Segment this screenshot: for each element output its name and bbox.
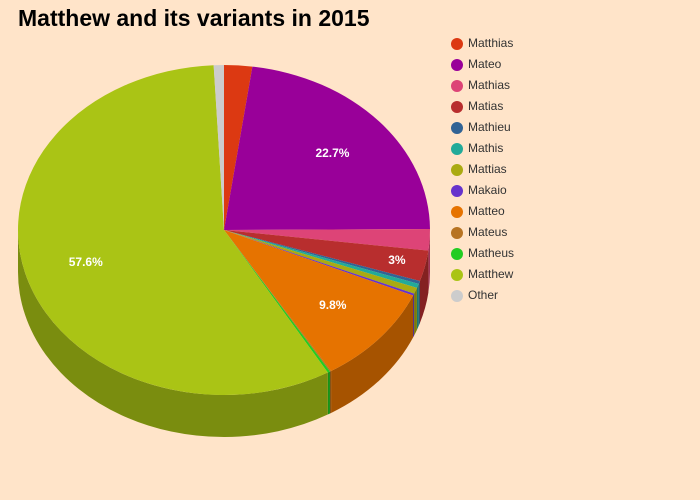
legend-swatch [451,206,463,218]
slice-side [414,287,417,336]
pie-slice [224,230,330,373]
pie-slice [224,65,253,230]
pie-slice [213,65,224,230]
slice-side [413,293,415,338]
pie-slice [224,230,415,296]
value-label: 57.6% [69,255,103,269]
legend-label: Makaio [468,183,507,197]
legend-label: Matthias [468,36,513,50]
legend-label: Mateo [468,57,502,71]
value-labels: 22.7% 3% 9.8% 57.6% [69,146,406,312]
value-label: 9.8% [319,298,347,312]
legend-swatch [451,80,463,92]
pie-slice [224,230,420,284]
legend-swatch [451,248,463,260]
pie-slice [224,230,419,288]
legend-swatch [451,164,463,176]
value-label: 3% [388,253,406,267]
slice-side [419,250,429,323]
legend-swatch [451,269,463,281]
pie-top [17,65,430,395]
pie-slice [17,65,328,395]
legend-label: Mathis [468,141,503,155]
pie-slice [224,230,417,294]
legend-swatch [451,59,463,71]
legend-label: Other [468,288,498,302]
legend-label: Mathieu [468,120,511,134]
pie-slice [224,230,429,281]
slice-side [18,230,328,437]
legend-swatch [451,290,463,302]
legend: Matthias Mateo Mathias Matias Mathieu Mathis M… [451,36,514,302]
legend-swatch [451,101,463,113]
pie-sides [18,230,430,437]
legend-label: Mattias [468,162,507,176]
slice-side [418,280,420,326]
pie-slice [224,66,430,230]
legend-label: Matias [468,99,503,113]
slice-side [331,295,414,413]
slice-side [428,230,430,293]
slice-side [329,370,332,414]
legend-label: Matheus [468,246,514,260]
legend-label: Mateus [468,225,507,239]
chart-title: Matthew and its variants in 2015 [18,5,370,31]
legend-label: Mathias [468,78,510,92]
pie-slice [224,228,430,251]
legend-swatch [451,185,463,197]
legend-label: Matteo [468,204,505,218]
slice-side [327,371,330,415]
value-label: 22.7% [315,146,349,160]
legend-swatch [451,122,463,134]
legend-swatch [451,143,463,155]
legend-label: Matthew [468,267,514,281]
legend-swatch [451,38,463,50]
pie-slice [224,230,414,371]
slice-side [416,283,419,330]
pie-slice [224,230,332,372]
legend-swatch [451,227,463,239]
